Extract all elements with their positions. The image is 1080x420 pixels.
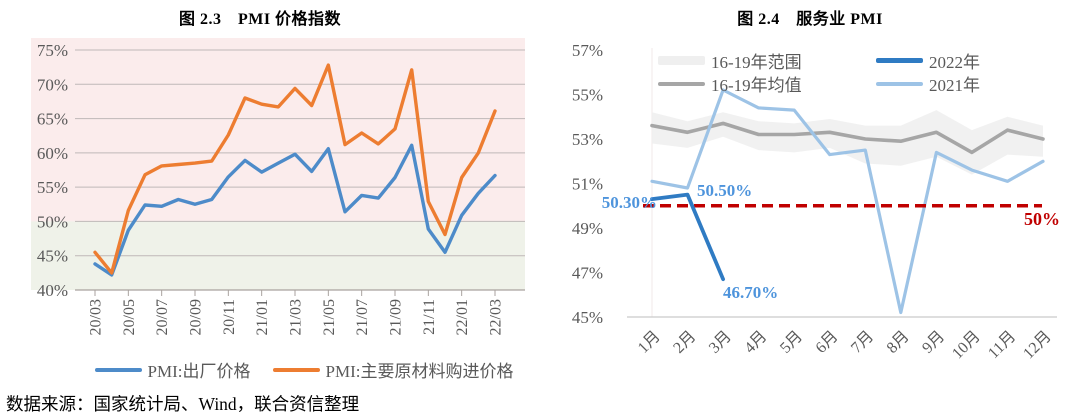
legend-swatch-raw-material-price bbox=[272, 367, 320, 372]
x-label-20/03: 20/03 bbox=[88, 299, 105, 335]
x-label-20/05: 20/05 bbox=[121, 299, 138, 335]
legend-item-range-16-19: 16-19年范围 bbox=[658, 48, 802, 73]
pmi-price-index-chart: 40%45%50%55%60%65%70%75%20/03 20/05 20/07 2… bbox=[31, 38, 525, 335]
legend-item-2021: 2021年 bbox=[876, 71, 980, 96]
legend-label-mean-16-19: 16-19年均值 bbox=[711, 76, 802, 95]
legend-swatch-factory-price bbox=[94, 367, 142, 372]
x-label-20/11: 20/11 bbox=[221, 299, 238, 335]
legend-label-raw-material-price: PMI:主要原材料购进价格 bbox=[325, 362, 514, 381]
y-label-55%: 55% bbox=[572, 86, 603, 105]
y-label-75%: 75% bbox=[37, 41, 68, 60]
figure-services-pmi: 图 2.4 服务业 PMI 45% 47% 49% 51% 53% 55% 57% 1月 2月 3… bbox=[540, 0, 1080, 420]
legend-label-2022: 2022年 bbox=[929, 53, 980, 72]
data-source-note: 数据来源：国家统计局、Wind，联合资信整理 bbox=[6, 394, 360, 414]
annotation-jan-2022: 50.30% bbox=[601, 193, 657, 212]
x-label-4月: 4月 bbox=[741, 328, 770, 357]
legend-swatch-2021 bbox=[876, 81, 923, 86]
y-axis-labels: 45% 47% 49% 51% 53% 55% 57% bbox=[572, 41, 603, 327]
legend-label-2021: 2021年 bbox=[929, 76, 980, 95]
plot-band-0 bbox=[31, 38, 525, 222]
x-label-20/07: 20/07 bbox=[154, 299, 171, 335]
x-label-22/01: 22/01 bbox=[454, 299, 471, 335]
annotation-feb-2022: 50.50% bbox=[697, 181, 753, 200]
x-label-9月: 9月 bbox=[919, 328, 948, 357]
series-line-0 bbox=[93, 143, 497, 277]
figure-2-4-title: 图 2.4 服务业 PMI bbox=[737, 11, 883, 28]
legend-swatch-range-16-19 bbox=[658, 56, 705, 65]
y-label-47%: 47% bbox=[572, 264, 603, 283]
y-label-51%: 51% bbox=[572, 175, 603, 194]
x-label-1月: 1月 bbox=[635, 328, 664, 357]
y-label-65%: 65% bbox=[37, 110, 68, 129]
x-label-21/01: 21/01 bbox=[254, 299, 271, 335]
annotation-mar-2022: 46.70% bbox=[723, 283, 779, 302]
legend-item-2022: 2022年 bbox=[876, 48, 980, 73]
series-line-1 bbox=[93, 63, 497, 275]
x-label-2月: 2月 bbox=[670, 328, 699, 357]
legend-item-mean-16-19: 16-19年均值 bbox=[658, 71, 802, 96]
figure-pmi-price-index: 图 2.3 PMI 价格指数 40% 45% 50% 55% 60% 65% 70% 75% 2… bbox=[31, 11, 525, 381]
x-label-5月: 5月 bbox=[777, 328, 806, 357]
x-label-10月: 10月 bbox=[949, 328, 984, 363]
x-label-6月: 6月 bbox=[813, 328, 842, 357]
x-label-11月: 11月 bbox=[985, 328, 1019, 362]
y-label-45%: 45% bbox=[37, 247, 68, 266]
y-label-57%: 57% bbox=[572, 41, 603, 60]
x-label-20/09: 20/09 bbox=[188, 299, 205, 335]
figure-2-3-legend: PMI:出厂价格 PMI:主要原材料购进价格 bbox=[0, 357, 574, 382]
y-label-40%: 40% bbox=[37, 281, 68, 300]
x-label-21/05: 21/05 bbox=[321, 299, 338, 335]
x-axis-labels: 20/03 20/05 20/07 20/09 20/11 21/01 21/03 21/05… bbox=[88, 299, 505, 335]
x-label-7月: 7月 bbox=[848, 328, 877, 357]
services-pmi-chart: 45%47%49%51%53%55%57%1月 2月 3月 4月 5月 6月 7月 8月 9月 1… bbox=[572, 41, 1057, 363]
legend-swatch-2022 bbox=[876, 58, 923, 63]
y-label-53%: 53% bbox=[572, 130, 603, 149]
y-axis-labels: 40% 45% 50% 55% 60% 65% 70% 75% bbox=[37, 41, 68, 300]
x-label-21/09: 21/09 bbox=[388, 299, 405, 335]
x-label-3月: 3月 bbox=[706, 328, 735, 357]
figure-2-3-title: 图 2.3 PMI 价格指数 bbox=[178, 11, 342, 28]
x-label-12月: 12月 bbox=[1020, 328, 1055, 363]
y-label-70%: 70% bbox=[37, 75, 68, 94]
refline-label: 50% bbox=[1024, 209, 1060, 229]
y-label-45%: 45% bbox=[572, 308, 603, 327]
y-label-55%: 55% bbox=[37, 178, 68, 197]
legend-swatch-mean-16-19 bbox=[658, 81, 705, 86]
y-label-49%: 49% bbox=[572, 219, 603, 238]
legend-label-range-16-19: 16-19年范围 bbox=[711, 53, 802, 72]
y-label-50%: 50% bbox=[37, 212, 68, 231]
gridlines bbox=[75, 49, 525, 291]
legend-item-raw-material-price: PMI:主要原材料购进价格 bbox=[272, 357, 514, 382]
x-tick-marks bbox=[94, 290, 496, 296]
x-label-21/03: 21/03 bbox=[288, 299, 305, 335]
legend-item-factory-price: PMI:出厂价格 bbox=[94, 357, 251, 382]
x-label-21/07: 21/07 bbox=[354, 299, 371, 335]
x-label-21/11: 21/11 bbox=[421, 299, 438, 335]
x-label-22/03: 22/03 bbox=[488, 299, 505, 335]
legend-label-factory-price: PMI:出厂价格 bbox=[147, 362, 251, 381]
series-line-2021 bbox=[650, 88, 1045, 315]
series-line-2022 bbox=[650, 192, 726, 282]
series-line-mean-16-19 bbox=[650, 121, 1045, 155]
y-label-60%: 60% bbox=[37, 144, 68, 163]
x-label-8月: 8月 bbox=[884, 328, 913, 357]
x-axis-labels: 1月 2月 3月 4月 5月 6月 7月 8月 9月 10月 11月 12月 bbox=[635, 328, 1055, 363]
